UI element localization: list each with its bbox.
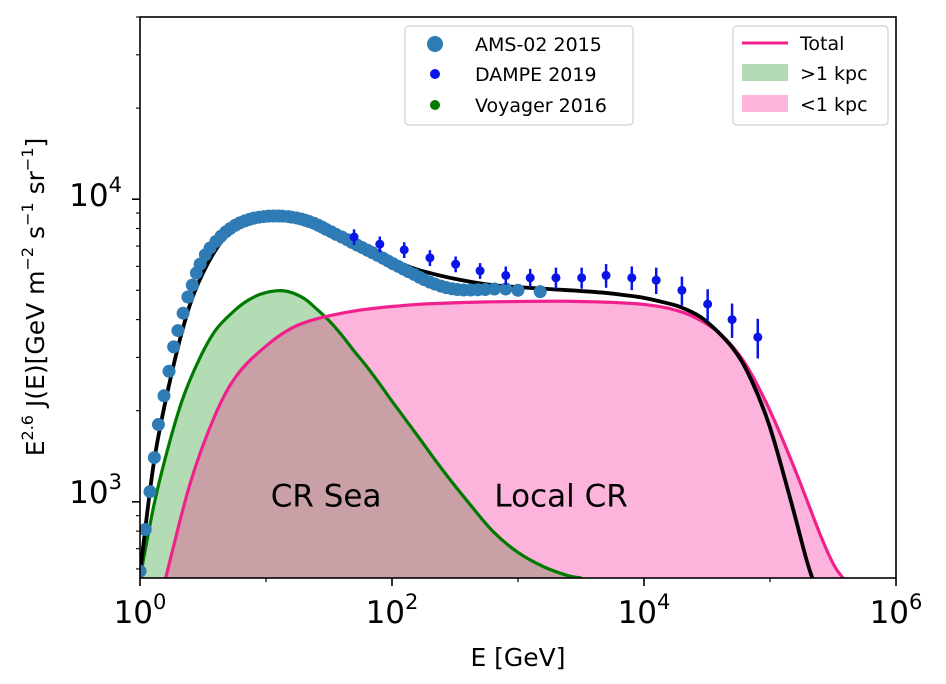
ams-point xyxy=(487,282,501,296)
x-tick-label-1: 102 xyxy=(366,590,419,631)
dampe-point xyxy=(551,273,561,283)
ams-point xyxy=(181,290,195,304)
local-line xyxy=(164,299,845,578)
dampe-point xyxy=(753,332,763,342)
y-tick-label-1: 104 xyxy=(69,173,122,214)
ams-point xyxy=(143,485,157,499)
dampe-point xyxy=(349,232,359,242)
annotation-cr-sea: CR Sea xyxy=(271,478,382,514)
ams-points xyxy=(140,209,547,578)
legend-marker-ams xyxy=(427,36,443,52)
dampe-point xyxy=(525,273,535,283)
dampe-point xyxy=(601,270,611,280)
legend-left-box xyxy=(404,25,634,126)
x-axis-label: E [GeV] xyxy=(470,643,565,672)
sea-line xyxy=(140,288,582,578)
legend-label-dampe: DAMPE 2019 xyxy=(475,64,597,86)
dampe-point xyxy=(627,273,637,283)
dampe-point xyxy=(451,259,461,269)
ams-point xyxy=(533,285,547,299)
dampe-point xyxy=(577,273,587,283)
dampe-point xyxy=(651,275,661,285)
y-tick-label-0: 103 xyxy=(69,470,122,511)
ams-point xyxy=(147,451,161,465)
dampe-point xyxy=(677,285,687,295)
legend-right: Total >1 kpc <1 kpc xyxy=(732,25,889,126)
ams-point xyxy=(499,282,513,296)
ticks-layer xyxy=(132,16,897,586)
legend-left: AMS-02 2015 DAMPE 2019 Voyager 2016 xyxy=(404,25,634,126)
x-tick-label-3: 106 xyxy=(870,590,923,631)
ams-point xyxy=(157,389,171,403)
legend-patch-inner xyxy=(742,95,788,112)
ams-point xyxy=(140,522,152,536)
legend-marker-dampe xyxy=(430,69,440,79)
legend-label-inner: <1 kpc xyxy=(800,94,868,116)
legend-marker-voyager xyxy=(430,100,440,110)
dampe-point xyxy=(425,253,435,263)
dampe-points xyxy=(349,229,763,359)
dampe-point xyxy=(727,315,737,325)
dampe-point xyxy=(375,239,385,249)
x-tick-label-2: 104 xyxy=(618,590,671,631)
legend-label-voyager: Voyager 2016 xyxy=(475,95,607,117)
ams-point xyxy=(162,364,176,378)
y-axis-label: E2.6 J(E)[GeV m−2 s−1 sr−1] xyxy=(18,138,50,457)
ams-point xyxy=(140,564,147,578)
legend-patch-outer xyxy=(742,64,788,81)
dampe-point xyxy=(703,299,713,309)
ams-point xyxy=(171,324,185,338)
legend-label-ams: AMS-02 2015 xyxy=(475,34,602,56)
dampe-point xyxy=(475,266,485,276)
legend-label-total: Total xyxy=(799,33,844,55)
ams-point xyxy=(176,306,190,320)
dampe-point xyxy=(501,270,511,280)
ams-point xyxy=(151,418,165,432)
ams-point xyxy=(511,283,525,297)
dampe-point xyxy=(399,245,409,255)
x-tick-label-0: 100 xyxy=(114,590,167,631)
ams-point xyxy=(185,278,199,292)
annotation-local-cr: Local CR xyxy=(494,478,627,514)
ams-point xyxy=(167,340,181,354)
legend-label-outer: >1 kpc xyxy=(800,63,868,85)
